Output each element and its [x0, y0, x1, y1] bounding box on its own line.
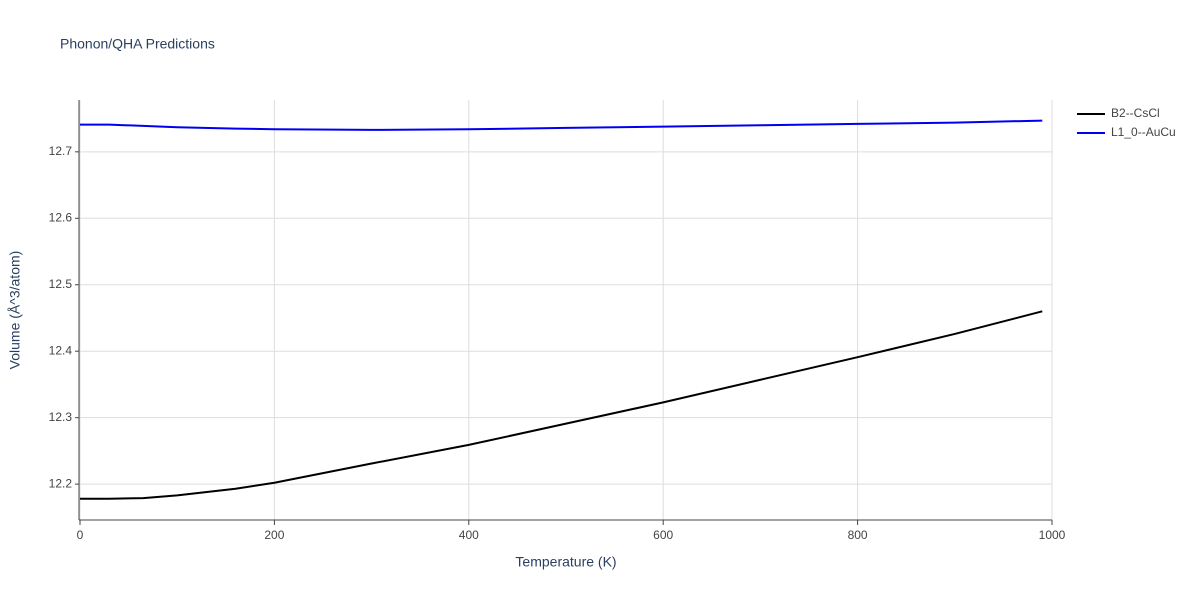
x-tick-label: 1000 [1039, 528, 1066, 542]
y-axis-title: Volume (Å^3/atom) [7, 251, 23, 370]
x-tick-label: 800 [848, 528, 868, 542]
y-tick-label: 12.2 [49, 476, 73, 490]
legend-label: B2--CsCl [1111, 106, 1160, 120]
y-tick-label: 12.4 [49, 343, 73, 357]
line-series [80, 310, 1043, 500]
y-tick-label: 12.5 [49, 277, 73, 291]
x-tick-label: 600 [653, 528, 673, 542]
x-tick-label: 400 [459, 528, 479, 542]
x-tick-label: 200 [264, 528, 284, 542]
x-tick-label: 0 [77, 528, 84, 542]
chart-title: Phonon/QHA Predictions [60, 36, 215, 52]
y-tick-label: 12.6 [49, 210, 73, 224]
y-tick-label: 12.7 [49, 144, 73, 158]
line-series [80, 119, 1043, 131]
x-axis-title: Temperature (K) [515, 554, 616, 570]
y-tick-label: 12.3 [49, 410, 73, 424]
legend-label: L1_0--AuCu [1111, 125, 1176, 139]
